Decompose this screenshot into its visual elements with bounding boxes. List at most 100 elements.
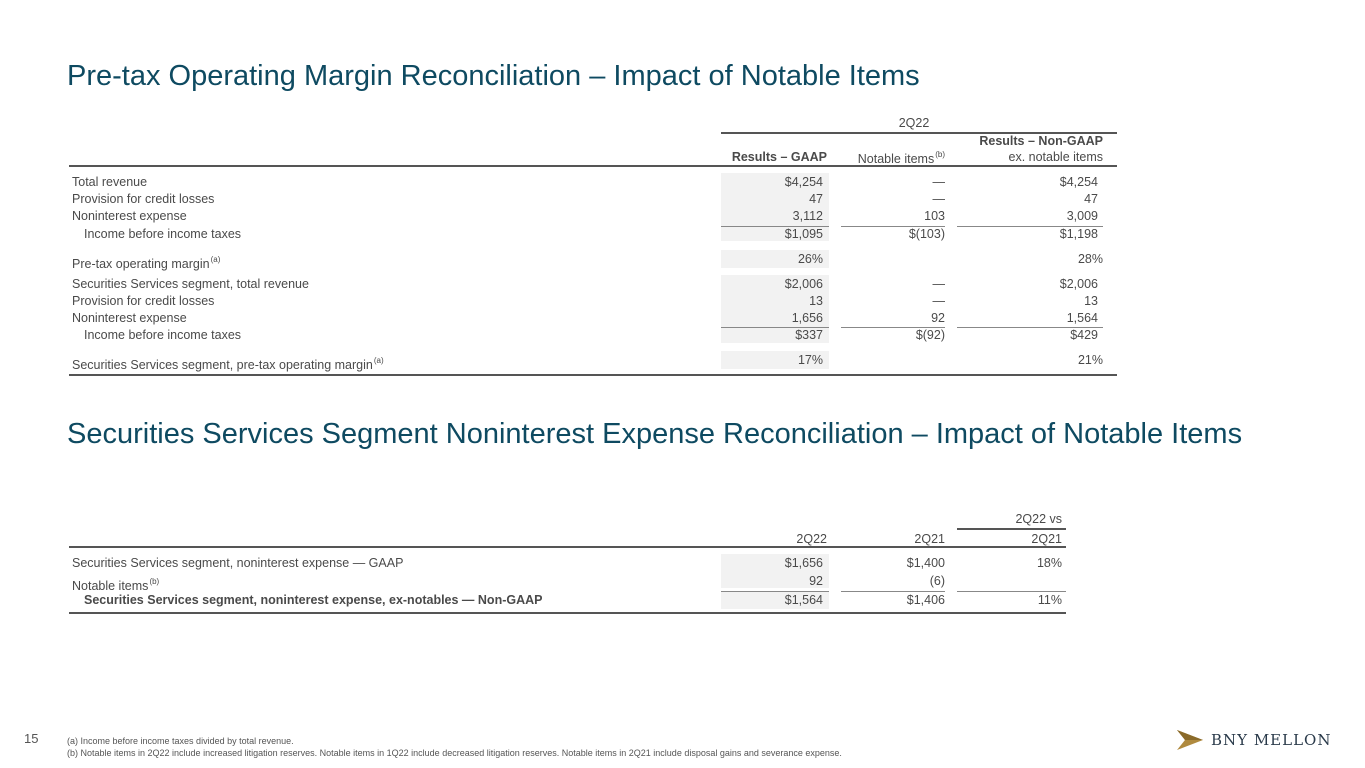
yoy-value (959, 573, 1062, 590)
period-header: 2Q22 (898, 116, 930, 130)
gaap-value: 26% (797, 252, 823, 266)
gaap-value: 3,112 (792, 209, 823, 223)
gaap-value: $337 (795, 328, 823, 342)
subtotal-rule (957, 226, 1103, 227)
table-row: Income before income taxes $1,095 $(103)… (69, 226, 1117, 243)
notable-value (841, 352, 945, 369)
notable-items-column-header: Notable items(b) (829, 150, 945, 166)
gaap-shade-block (721, 275, 829, 343)
notable-value: 103 (924, 209, 945, 223)
pretax-margin-table: 2Q22 Results – GAAP Notable items(b) Res… (69, 110, 1117, 380)
gaap-value: 17% (797, 353, 823, 367)
nongaap-value: 28% (1077, 252, 1103, 266)
footnote-b: (b) Notable items in 2Q22 include increa… (67, 748, 842, 758)
footnotes: (a) Income before income taxes divided b… (67, 735, 842, 759)
subtotal-rule (841, 327, 945, 328)
subtotal-rule (957, 327, 1103, 328)
table-row: Noninterest expense 3,112 103 3,009 (69, 208, 1117, 225)
section-title: Securities Services Segment Noninterest … (67, 418, 1243, 450)
notable-value: — (932, 294, 946, 308)
gaap-value: 1,656 (791, 311, 823, 325)
2q22-column-header: 2Q22 (796, 532, 827, 546)
yoy-column-header-line1: 2Q22 vs (1015, 512, 1062, 526)
gaap-value: 13 (809, 294, 823, 308)
2q22-shade-block (721, 591, 829, 609)
nongaap-value: $429 (1070, 328, 1098, 342)
notable-value (841, 251, 945, 268)
gaap-column-header: Results – GAAP (731, 150, 827, 164)
table-row: Securities Services segment, noninterest… (69, 555, 1066, 572)
footnote-a-marker: (a) (373, 356, 384, 365)
nongaap-value: 3,009 (1066, 209, 1098, 223)
header-rule (69, 546, 1066, 548)
nongaap-value: $2,006 (1059, 277, 1098, 291)
nongaap-column-header-line1: Results – Non-GAAP (979, 134, 1103, 148)
table-row: Securities Services segment, total reven… (69, 276, 1117, 293)
row-label: Noninterest expense (72, 311, 187, 325)
2q22-value: $1,656 (784, 556, 823, 570)
row-label-text: Securities Services segment, pre-tax ope… (72, 358, 373, 372)
table-row: Income before income taxes $337 $(92) $4… (69, 327, 1117, 344)
nongaap-value: 47 (1084, 192, 1098, 206)
period-header-rule (721, 132, 1117, 134)
table-row: Pre-tax operating margin(a) 26% 28% (69, 251, 1117, 271)
table-row: Provision for credit losses 47 — 47 (69, 191, 1117, 208)
table-row: Total revenue $4,254 — $4,254 (69, 174, 1117, 191)
gaap-value: $4,254 (784, 175, 823, 189)
nongaap-value: $4,254 (1059, 175, 1098, 189)
subtotal-rule (841, 226, 945, 227)
row-label: Provision for credit losses (72, 192, 215, 206)
subtotal-rule (721, 327, 829, 328)
2q22-value: $1,564 (784, 593, 823, 607)
yoy-value: 11% (1037, 593, 1062, 607)
footnote-b-marker: (b) (149, 577, 160, 586)
subtotal-rule (721, 591, 829, 592)
yoy-value: 18% (1036, 556, 1062, 570)
table-row: Notable items(b) 92 (6) (69, 573, 1066, 593)
2q22-value: 92 (809, 574, 823, 588)
row-label-text: Notable items (72, 579, 149, 593)
row-label: Provision for credit losses (72, 294, 215, 308)
notable-value: — (932, 277, 946, 291)
table-row: Provision for credit losses 13 — 13 (69, 293, 1117, 310)
row-label: Total revenue (72, 175, 148, 189)
nongaap-value: 1,564 (1066, 311, 1098, 325)
gaap-shade-block (721, 173, 829, 241)
notable-value: — (932, 175, 946, 189)
subtotal-rule (841, 591, 945, 592)
gaap-value: $1,095 (784, 227, 823, 241)
row-label: Income before income taxes (84, 227, 242, 241)
nongaap-value: 13 (1084, 294, 1098, 308)
nongaap-column-header-line2: ex. notable items (1008, 150, 1104, 164)
2q21-column-header: 2Q21 (914, 532, 945, 546)
header-rule (69, 165, 1117, 167)
2q22-shade-block (721, 554, 829, 588)
row-label: Securities Services segment, pre-tax ope… (72, 352, 384, 374)
footnote-a-marker: (a) (210, 255, 221, 264)
table-row: Securities Services segment, noninterest… (69, 592, 1066, 609)
row-label: Securities Services segment, noninterest… (84, 593, 543, 607)
row-label-text: Pre-tax operating margin (72, 257, 210, 271)
table-bottom-rule (69, 374, 1117, 376)
2q21-value: $1,406 (906, 593, 945, 607)
2q21-value: $1,400 (906, 556, 945, 570)
yoy-column-header-line2: 2Q21 (1031, 532, 1062, 546)
subtotal-rule (957, 591, 1066, 592)
table-bottom-rule (69, 612, 1066, 614)
gaap-shade-block (721, 351, 829, 369)
row-label: Noninterest expense (72, 209, 187, 223)
noninterest-expense-table: 2Q22 vs 2Q22 2Q21 2Q21 Securities Servic… (69, 510, 1066, 620)
table-row: Noninterest expense 1,656 92 1,564 (69, 310, 1117, 327)
notable-value: $(103) (908, 227, 945, 241)
page-number: 15 (24, 731, 39, 746)
gaap-shade-block (721, 250, 829, 268)
notable-value: $(92) (915, 328, 945, 342)
row-label: Securities Services segment, noninterest… (72, 556, 404, 570)
gaap-value: 47 (809, 192, 823, 206)
nongaap-value: $1,198 (1059, 227, 1098, 241)
footnote-b-marker: (b) (935, 150, 945, 159)
footnote-a: (a) Income before income taxes divided b… (67, 736, 294, 746)
row-label: Securities Services segment, total reven… (72, 277, 309, 291)
logo-mark-icon (1177, 730, 1203, 750)
table-row: Securities Services segment, pre-tax ope… (69, 352, 1117, 372)
